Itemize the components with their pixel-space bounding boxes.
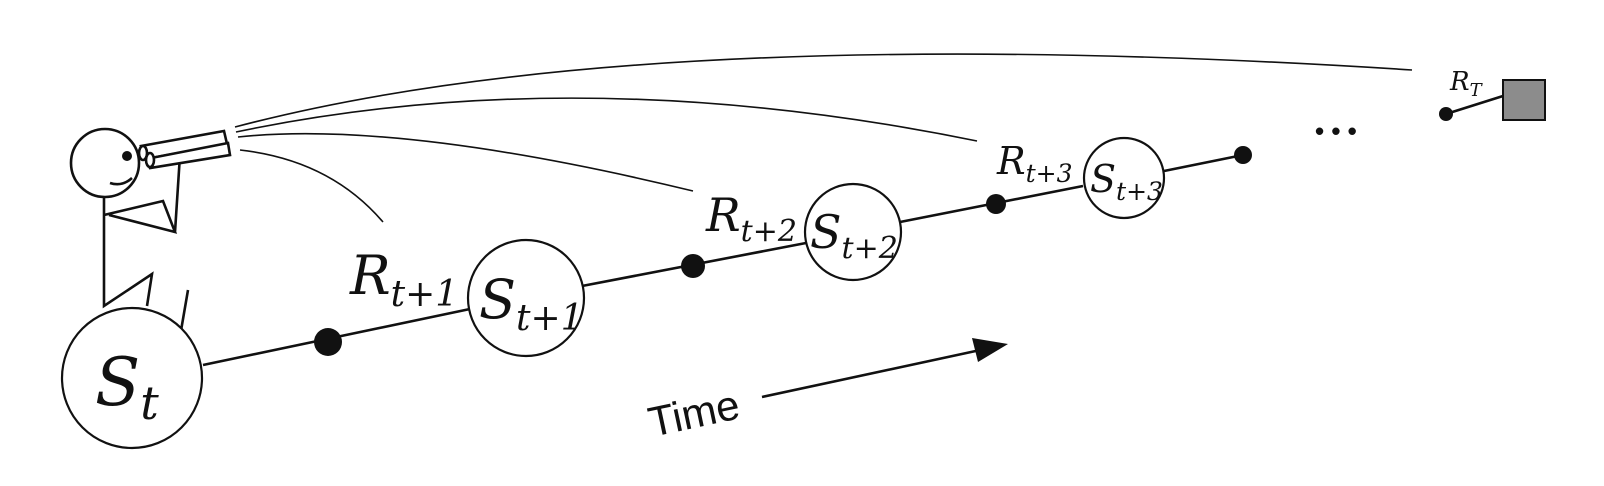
- agent-body: [102, 154, 197, 385]
- state-node-st2: St+2: [803, 182, 903, 282]
- time-arrow-shaft: [761, 347, 986, 399]
- reward-dots: [314, 107, 1453, 356]
- state-node-st: St: [60, 306, 204, 450]
- reward-label-t1: Rt+1: [349, 244, 458, 315]
- arc-to-reward-t1: [239, 149, 384, 223]
- state-node-st3: St+3: [1082, 136, 1166, 220]
- state-label-st: St: [95, 344, 159, 430]
- reward-dot-T: [1439, 107, 1453, 121]
- reward-dot-t2: [681, 254, 705, 278]
- agent-figure: [69, 127, 232, 385]
- time-arrow-head: [972, 338, 1008, 362]
- telescope-icon: [137, 129, 232, 170]
- segment-final-to-terminal: [1445, 94, 1504, 116]
- arc-to-reward-t3: [235, 97, 978, 142]
- reward-label-T: RT: [1449, 67, 1484, 101]
- state-label-st1: St+1: [479, 268, 584, 339]
- lookahead-arcs: [234, 53, 1413, 223]
- reward-dot-t1: [314, 328, 342, 356]
- state-label-st2: St+2: [810, 205, 898, 266]
- reward-label-t3: Rt+3: [996, 139, 1073, 188]
- agent-eye: [122, 151, 132, 161]
- agent-smile: [109, 177, 133, 186]
- time-label: Time: [644, 381, 744, 446]
- reward-dot-t3: [986, 194, 1006, 214]
- arc-to-reward-t2: [237, 132, 694, 192]
- arc-to-reward-T: [234, 53, 1413, 128]
- segment-st3-onward: [1163, 153, 1244, 173]
- ellipsis: • • •: [1315, 116, 1357, 146]
- state-node-st1: St+1: [466, 238, 586, 358]
- agent-head: [69, 127, 141, 199]
- terminal-state-square: [1502, 79, 1546, 121]
- reward-dot-next: [1234, 146, 1252, 164]
- state-label-st3: St+3: [1090, 157, 1163, 206]
- reward-label-t2: Rt+2: [705, 188, 797, 249]
- time-arrow: [761, 338, 1008, 399]
